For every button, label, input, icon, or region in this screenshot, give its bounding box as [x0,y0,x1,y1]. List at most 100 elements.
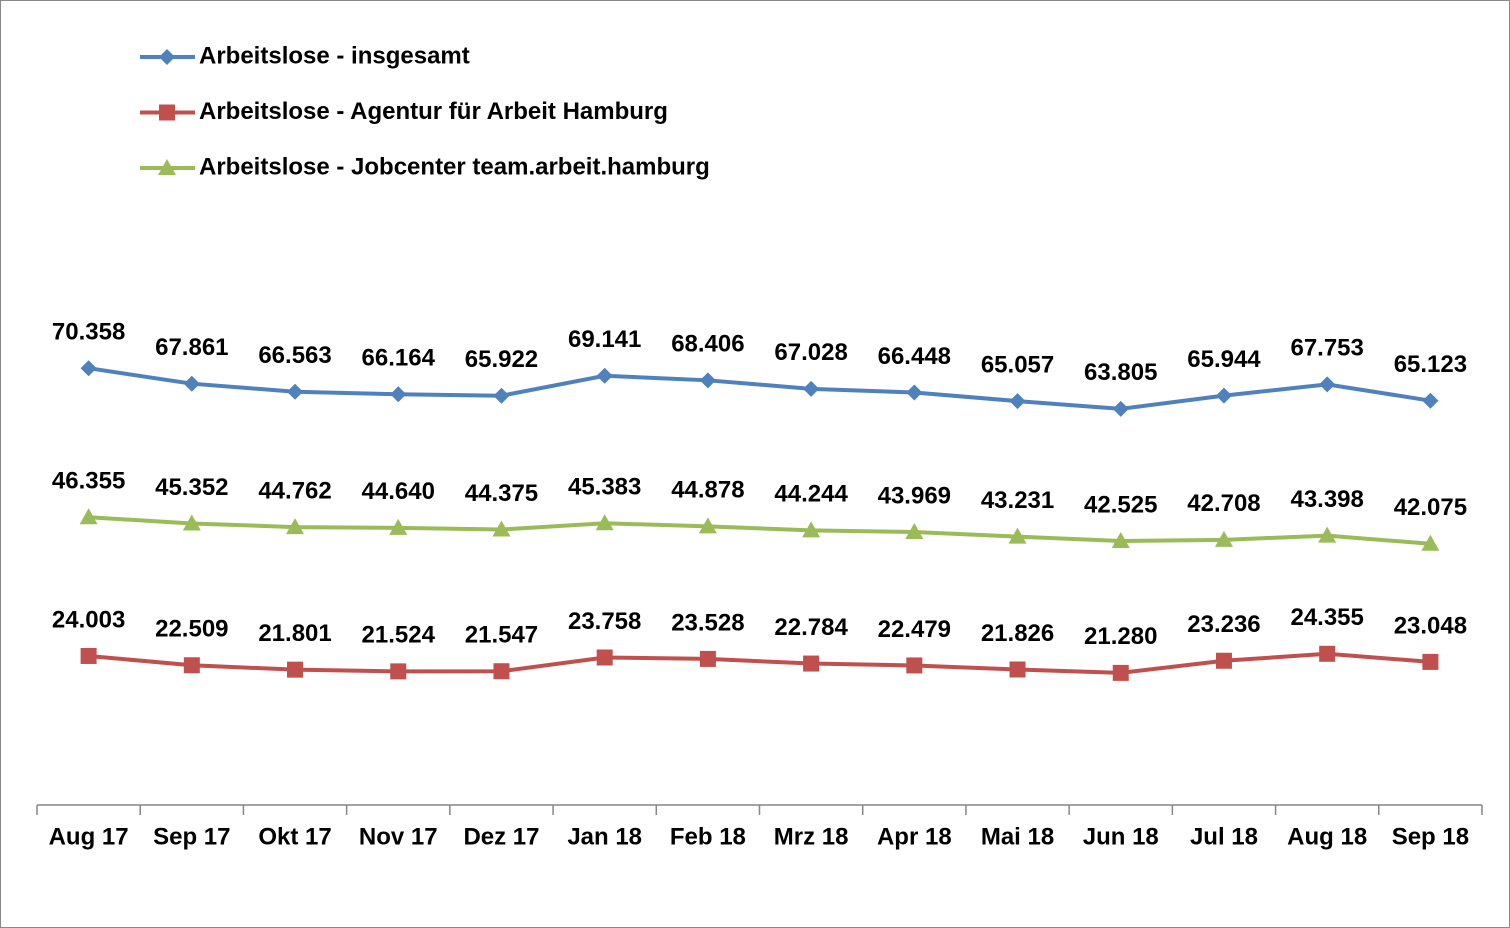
x-tick-label: Nov 17 [359,823,438,850]
data-label: 23.048 [1394,612,1467,639]
data-label: 67.861 [155,334,228,361]
x-tick-label: Jan 18 [567,823,642,850]
data-point [1214,530,1233,547]
data-point [596,367,613,384]
data-label: 66.563 [258,342,331,369]
data-label: 24.355 [1290,604,1363,631]
data-point [390,663,407,680]
data-point [698,517,717,534]
data-point [595,514,614,531]
data-label: 43.231 [981,487,1054,514]
data-point [1422,392,1439,409]
data-point [286,518,305,535]
data-label: 43.398 [1290,486,1363,513]
data-label: 65.123 [1394,351,1467,378]
x-tick-label: Feb 18 [670,823,746,850]
data-label: 63.805 [1084,359,1157,386]
data-point [1112,664,1129,681]
data-point [1422,653,1439,670]
data-point [1319,645,1336,662]
data-point [1318,526,1337,543]
data-label: 42.075 [1394,494,1467,521]
data-label: 22.479 [878,616,951,643]
data-label: 68.406 [671,331,744,358]
data-label: 65.944 [1187,346,1261,373]
data-label: 44.640 [362,478,435,505]
data-point [699,650,716,667]
data-label: 21.547 [465,622,538,649]
data-point [287,661,304,678]
data-label: 21.280 [1084,623,1157,650]
data-label: 44.878 [671,477,744,504]
data-label: 24.003 [52,606,125,633]
data-label: 70.358 [52,319,125,346]
data-label: 21.524 [362,622,436,649]
legend-marker [159,104,175,121]
data-label: 23.758 [568,608,641,635]
data-label: 23.236 [1187,611,1260,638]
data-point [183,657,200,674]
data-point [80,360,97,377]
data-point [80,647,97,664]
x-tick-label: Dez 17 [463,823,539,850]
data-label: 45.352 [155,474,228,501]
data-label: 67.028 [774,339,847,366]
x-tick-label: Jun 18 [1083,823,1159,850]
data-point [183,375,200,392]
data-point [1215,652,1232,669]
data-label: 23.528 [671,609,744,636]
data-label: 44.244 [774,481,848,508]
x-tick-label: Mai 18 [981,823,1054,850]
data-label: 66.448 [878,343,951,370]
data-point [905,523,924,540]
data-label: 42.708 [1187,490,1260,517]
series-line [88,515,1431,546]
data-point [803,655,820,672]
data-label: 21.801 [258,620,331,647]
data-point [389,518,408,535]
data-label: 21.826 [981,620,1054,647]
data-label: 42.525 [1084,491,1157,518]
data-label: 45.383 [568,474,641,501]
data-point [906,657,923,674]
data-point [802,521,821,538]
legend-marker [159,49,175,65]
x-tick-label: Okt 17 [258,823,331,850]
x-tick-label: Sep 17 [153,823,230,850]
data-point [493,387,510,404]
x-tick-label: Jul 18 [1190,823,1258,850]
data-point [1111,531,1130,548]
data-label: 65.057 [981,351,1054,378]
data-label: 66.164 [362,345,436,372]
x-tick-label: Apr 18 [877,823,952,850]
data-label: 22.784 [774,614,848,641]
data-point [79,508,98,525]
data-point [492,520,511,537]
data-point [803,380,820,397]
data-point [596,649,613,666]
data-point [493,663,510,680]
data-label: 69.141 [568,326,641,353]
data-point [182,514,201,531]
data-point [390,386,407,403]
x-tick-label: Aug 17 [49,823,129,850]
data-point [1421,534,1440,551]
data-label: 44.375 [465,480,538,507]
data-label: 43.969 [878,482,951,509]
data-label: 22.509 [155,616,228,643]
data-point [287,383,304,400]
data-label: 44.762 [258,477,331,504]
legend-label: Arbeitslose - Agentur für Arbeit Hamburg [199,98,668,125]
data-label: 65.922 [465,346,538,373]
legend-marker [158,159,176,175]
data-point [1319,376,1336,393]
data-label: 46.355 [52,468,125,495]
data-label: 67.753 [1290,335,1363,362]
legend-label: Arbeitslose - Jobcenter team.arbeit.hamb… [199,153,710,180]
data-point [1008,527,1027,544]
data-point [1215,387,1232,404]
x-tick-label: Aug 18 [1287,823,1367,850]
data-point [1112,400,1129,417]
